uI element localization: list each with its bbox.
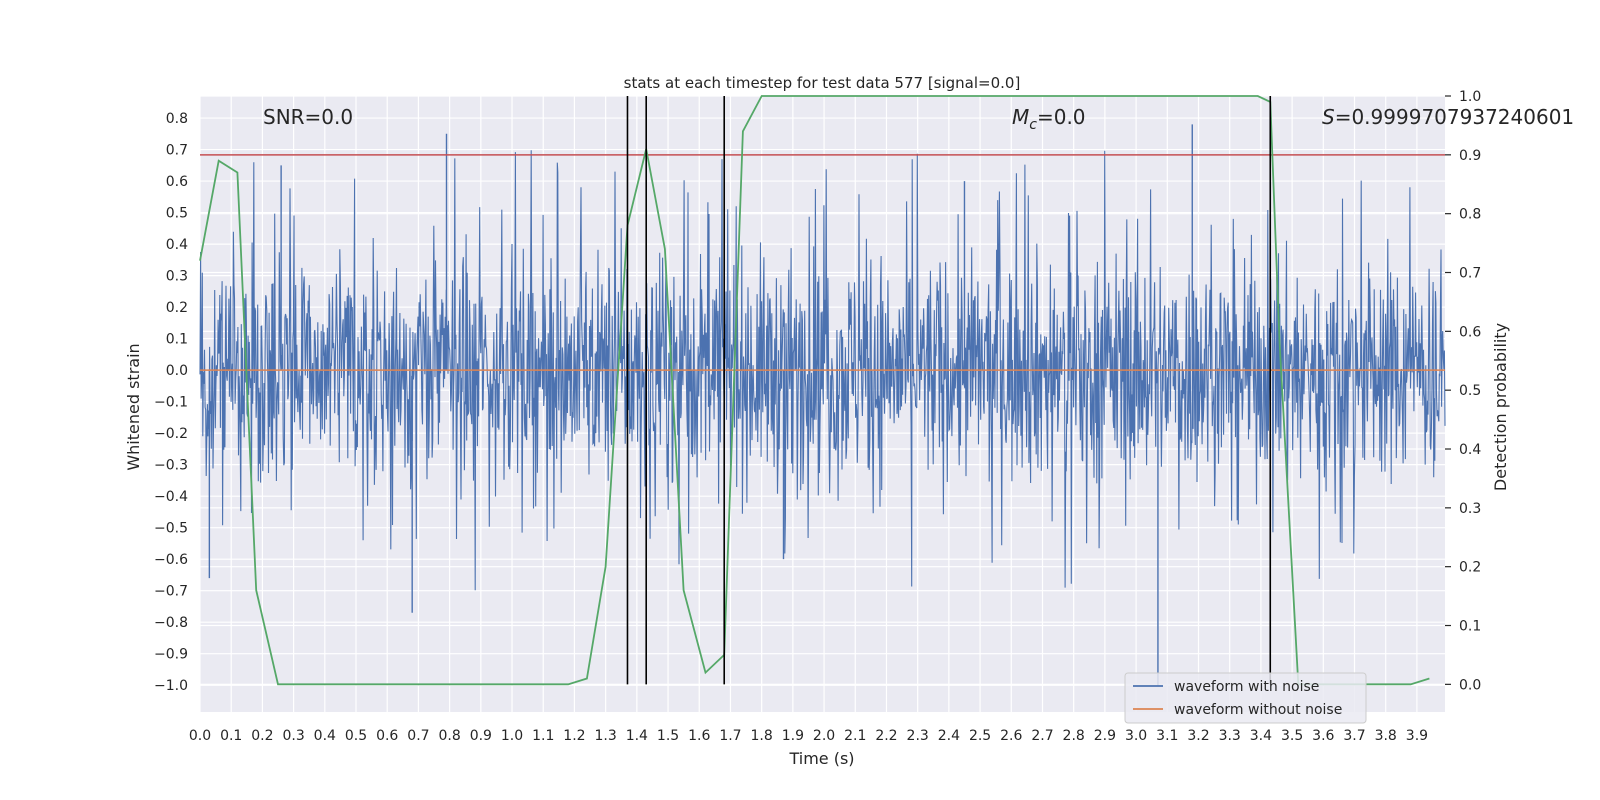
chart-title: stats at each timestep for test data 577… (624, 74, 1021, 92)
x-tick-label: 0.8 (438, 728, 460, 744)
y-tick-label: −0.5 (154, 521, 188, 537)
y2-tick-label: 0.5 (1459, 383, 1481, 399)
x-tick-label: 3.7 (1343, 728, 1365, 744)
y-axis-ticks: 0.8 0.7 0.6 0.5 0.4 0.3 0.2 0.1 0.0 −0.1 −0.2 −0.3 −… (154, 111, 188, 694)
s-value: =0.9999707937240601 (1335, 105, 1574, 129)
x-tick-label: 0.0 (189, 728, 211, 744)
x-axis-ticks: 0.0 0.1 0.2 0.3 0.4 0.5 0.6 0.7 0.8 0.9 1.0 1.1 1.2 1… (189, 728, 1428, 744)
y-tick-label: 0.3 (166, 269, 188, 285)
y-tick-label: 0.5 (166, 206, 188, 222)
x-tick-label: 1.8 (751, 728, 773, 744)
x-tick-label: 0.4 (314, 728, 336, 744)
x-tick-label: 0.5 (345, 728, 367, 744)
y-tick-label: 0.8 (166, 111, 188, 127)
x-tick-label: 2.6 (1000, 728, 1022, 744)
x-tick-label: 3.4 (1250, 728, 1272, 744)
x-tick-label: 3.2 (1187, 728, 1209, 744)
x-tick-label: 3.1 (1156, 728, 1178, 744)
mc-subscript: c (1029, 117, 1037, 133)
legend: waveform with noise waveform without noi… (1124, 672, 1367, 724)
series-detection-probability (199, 95, 1430, 686)
x-tick-label: 0.2 (251, 728, 273, 744)
x-tick-label: 2.1 (844, 728, 866, 744)
x-tick-label: 2.2 (875, 728, 897, 744)
y-tick-label: −0.6 (154, 552, 188, 568)
y-axis-label: Whitened strain (124, 343, 143, 470)
x-tick-label: 3.6 (1312, 728, 1334, 744)
x-tick-label: 1.9 (782, 728, 804, 744)
y2-tick-label: 0.7 (1459, 266, 1481, 282)
x-tick-label: 1.4 (626, 728, 648, 744)
y2-axis-ticks: 1.0 0.9 0.8 0.7 0.6 0.5 0.4 0.3 0.2 0.1 0.0 (1445, 89, 1481, 693)
y-tick-label: 0.6 (166, 174, 188, 190)
x-tick-label: 1.0 (501, 728, 523, 744)
legend-label-without-noise: waveform without noise (1174, 702, 1342, 718)
y-tick-label: −0.7 (154, 584, 188, 600)
x-tick-label: 1.2 (563, 728, 585, 744)
y2-tick-label: 0.6 (1459, 324, 1481, 340)
y-tick-label: 0.1 (166, 332, 188, 348)
mc-symbol: M (1012, 105, 1029, 129)
y2-tick-label: 0.8 (1459, 207, 1481, 223)
y-tick-label: −0.3 (154, 458, 188, 474)
y2-tick-label: 1.0 (1459, 89, 1481, 105)
y-tick-label: 0.0 (166, 363, 188, 379)
y2-tick-label: 0.4 (1459, 442, 1481, 458)
x-tick-label: 3.0 (1125, 728, 1147, 744)
s-symbol: S (1322, 105, 1335, 129)
y-tick-label: −0.8 (154, 615, 188, 631)
y-tick-label: −0.2 (154, 426, 188, 442)
x-tick-label: 2.5 (969, 728, 991, 744)
y-tick-label: −0.4 (154, 489, 188, 505)
x-tick-label: 2.8 (1063, 728, 1085, 744)
y2-tick-label: 0.0 (1459, 677, 1481, 693)
x-tick-label: 2.7 (1031, 728, 1053, 744)
x-tick-label: 1.6 (688, 728, 710, 744)
s-annotation: S=0.9999707937240601 (1322, 105, 1574, 129)
x-tick-label: 3.3 (1219, 728, 1241, 744)
x-tick-label: 0.6 (376, 728, 398, 744)
series-waveform-with-noise (199, 124, 1446, 686)
mc-value: =0.0 (1037, 105, 1086, 129)
x-tick-label: 3.9 (1406, 728, 1428, 744)
noise-trace (199, 150, 1446, 591)
y2-tick-label: 0.2 (1459, 560, 1481, 576)
x-tick-label: 3.5 (1281, 728, 1303, 744)
mc-annotation: Mc=0.0 (1012, 105, 1086, 133)
x-tick-label: 2.4 (938, 728, 960, 744)
x-tick-label: 1.5 (657, 728, 679, 744)
y-tick-label: −0.1 (154, 395, 188, 411)
y-tick-label: 0.2 (166, 300, 188, 316)
y-tick-label: 0.7 (166, 143, 188, 159)
snr-annotation: SNR=0.0 (263, 105, 353, 129)
x-axis-label: Time (s) (788, 749, 854, 768)
x-tick-label: 1.1 (532, 728, 554, 744)
vertical-marker-lines (626, 96, 1272, 685)
x-tick-label: 0.9 (470, 728, 492, 744)
y2-axis-label: Detection probability (1491, 323, 1510, 491)
x-tick-label: 2.3 (907, 728, 929, 744)
legend-label-with-noise: waveform with noise (1174, 679, 1319, 695)
x-tick-label: 1.7 (719, 728, 741, 744)
x-tick-label: 2.0 (813, 728, 835, 744)
y-tick-label: 0.4 (166, 237, 188, 253)
x-tick-label: 0.7 (407, 728, 429, 744)
x-tick-label: 0.3 (282, 728, 304, 744)
x-tick-label: 1.3 (595, 728, 617, 744)
y2-tick-label: 0.3 (1459, 501, 1481, 517)
y-tick-label: −0.9 (154, 647, 188, 663)
y2-tick-label: 0.1 (1459, 619, 1481, 635)
y-tick-label: −1.0 (154, 678, 188, 694)
x-tick-label: 0.1 (220, 728, 242, 744)
legend-box (1124, 672, 1367, 724)
x-tick-label: 3.8 (1375, 728, 1397, 744)
y2-tick-label: 0.9 (1459, 148, 1481, 164)
x-tick-label: 2.9 (1094, 728, 1116, 744)
